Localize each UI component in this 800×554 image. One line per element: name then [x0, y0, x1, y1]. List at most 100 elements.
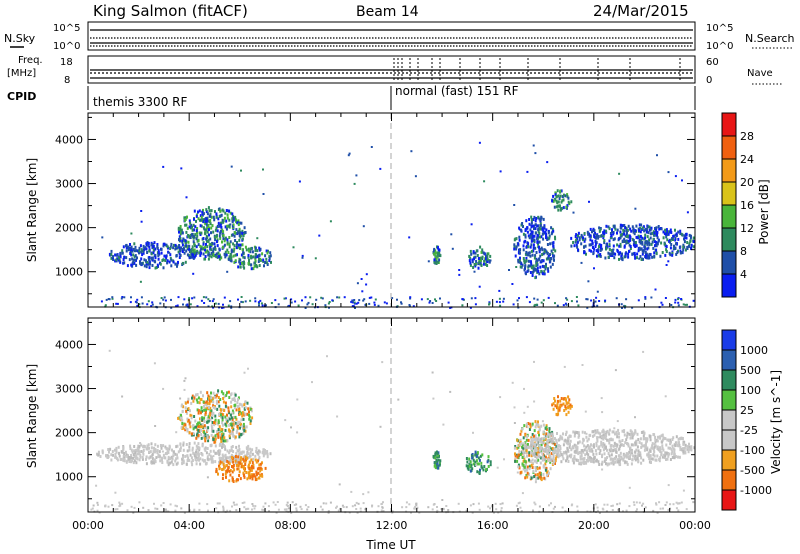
echo-cell	[335, 506, 337, 509]
echo-cell	[193, 228, 195, 232]
echo-cell	[644, 251, 647, 254]
echo-cell	[596, 431, 599, 434]
echo-cell	[240, 221, 243, 225]
echo-cell	[160, 251, 163, 255]
echo-cell	[350, 300, 353, 303]
echo-cell	[543, 248, 546, 252]
echo-cell	[619, 236, 622, 240]
echo-cell	[248, 413, 250, 417]
echo-cell	[668, 452, 671, 456]
echo-cell	[227, 304, 230, 307]
echo-cell	[686, 241, 689, 244]
echo-cell	[474, 453, 477, 457]
echo-cell	[247, 465, 250, 469]
echo-cell	[233, 396, 236, 400]
echo-cell	[304, 504, 307, 507]
echo-cell	[224, 422, 227, 426]
echo-cell	[647, 225, 649, 229]
echo-cell	[232, 480, 235, 483]
echo-cell	[626, 431, 629, 435]
echo-cell	[605, 229, 607, 233]
echo-cell	[548, 471, 550, 475]
echo-cell	[538, 455, 541, 459]
echo-cell	[101, 451, 104, 455]
echo-cell	[133, 506, 136, 509]
echo-cell	[523, 261, 526, 264]
echo-cell	[242, 424, 245, 428]
echo-cell	[655, 244, 658, 248]
echo-cell	[486, 264, 489, 267]
echo-cell	[118, 452, 121, 456]
echo-cell	[197, 411, 200, 415]
date-title: 24/Mar/2015	[593, 2, 689, 20]
echo-cell	[536, 303, 538, 306]
echo-cell	[552, 244, 555, 248]
echo-cell	[594, 245, 597, 248]
echo-cell	[495, 508, 498, 511]
echo-cell	[581, 364, 584, 366]
echo-cell	[290, 511, 293, 514]
echo-cell	[534, 223, 537, 227]
echo-cell	[527, 245, 530, 249]
y-tick-label: 2000	[55, 222, 83, 235]
echo-cell	[519, 438, 522, 442]
echo-cell	[586, 306, 589, 309]
echo-cell	[214, 418, 217, 422]
echo-cell	[468, 464, 471, 468]
echo-cell	[224, 445, 226, 449]
echo-cell	[673, 453, 676, 457]
echo-cell	[206, 401, 209, 405]
echo-cell	[138, 452, 141, 456]
echo-cell	[222, 509, 225, 512]
echo-cell	[202, 226, 205, 230]
echo-cell	[513, 247, 516, 251]
echo-cell	[513, 422, 516, 424]
echo-cell	[668, 230, 671, 234]
echo-cell	[527, 234, 530, 238]
echo-cell	[236, 429, 239, 433]
echo-cell	[242, 251, 245, 255]
echo-cell	[193, 255, 196, 259]
echo-cell	[596, 429, 599, 433]
echo-cell	[620, 226, 623, 230]
echo-cell	[557, 412, 560, 416]
echo-cell	[563, 451, 566, 455]
echo-cell	[638, 501, 641, 504]
echo-cell	[465, 457, 468, 460]
colorbar-segment	[722, 113, 736, 137]
echo-cell	[211, 416, 214, 420]
echo-cell	[132, 461, 135, 465]
echo-cell	[693, 446, 696, 450]
echo-cell	[228, 245, 231, 249]
echo-cell	[672, 234, 675, 238]
echo-cell	[581, 430, 584, 434]
echo-cell	[230, 250, 233, 254]
echo-cell	[669, 228, 672, 232]
echo-cell	[148, 450, 151, 454]
echo-cell	[239, 412, 241, 416]
echo-cell	[156, 243, 159, 246]
echo-cell	[532, 444, 535, 448]
echo-cell	[533, 501, 536, 504]
echo-cell	[473, 270, 476, 273]
echo-cell	[646, 453, 649, 457]
echo-cell	[640, 247, 643, 251]
echo-cell	[210, 231, 212, 235]
echo-cell	[186, 400, 189, 404]
echo-cell	[236, 425, 239, 429]
echo-cell	[220, 429, 223, 433]
echo-cell	[327, 302, 330, 305]
echo-cell	[667, 454, 670, 458]
echo-cell	[654, 435, 657, 439]
echo-cell	[202, 242, 205, 246]
echo-cell	[228, 236, 231, 239]
echo-cell	[653, 433, 656, 437]
echo-cell	[189, 409, 191, 413]
echo-cell	[559, 207, 562, 211]
echo-cell	[249, 299, 252, 302]
echo-cell	[599, 228, 602, 232]
echo-cell	[189, 221, 192, 225]
echo-cell	[570, 448, 573, 452]
echo-cell	[225, 393, 228, 397]
echo-cell	[266, 251, 269, 255]
